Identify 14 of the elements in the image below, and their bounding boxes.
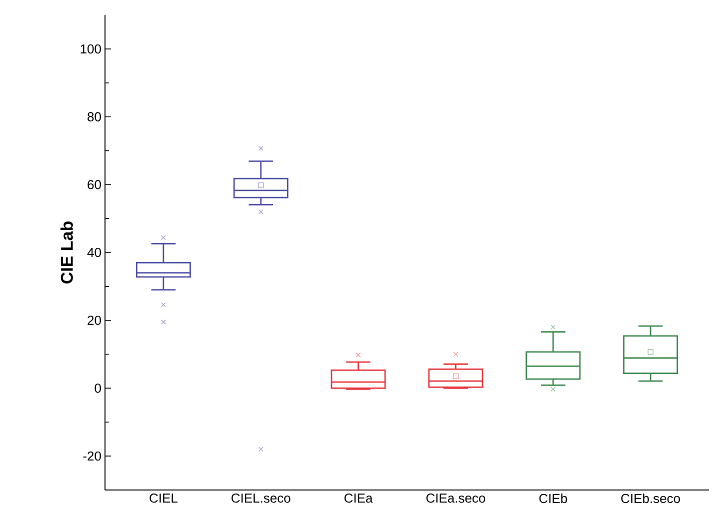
x-tick-label: CIEa.seco	[426, 494, 486, 503]
x-tick-label: CIEL	[150, 494, 178, 503]
y-axis-title: CIE Lab	[60, 222, 73, 284]
y-tick-label: 80	[88, 112, 101, 122]
y-tick-label: -20	[83, 451, 101, 461]
x-tick-label: CIEa	[344, 494, 373, 503]
x-tick-label: CIEb	[539, 494, 568, 504]
x-tick-label: CIEb.seco	[621, 494, 680, 504]
y-tick-label: 60	[88, 180, 101, 190]
y-tick-label: 0	[94, 384, 101, 393]
y-tick-label: 100	[80, 44, 101, 54]
x-tick-label: CIEL.seco	[232, 494, 290, 503]
y-tick-label: 20	[88, 316, 101, 325]
y-tick-label: 40	[87, 248, 101, 258]
